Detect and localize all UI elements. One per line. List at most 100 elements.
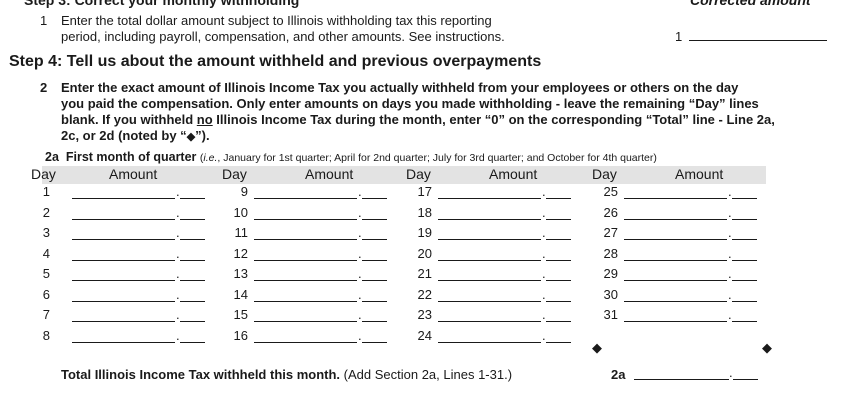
day-22-cents-field[interactable] (546, 300, 571, 302)
line2a-title: First month of quarter (65, 150, 197, 164)
day-21-cents-field[interactable] (546, 280, 571, 281)
total-amount-field[interactable] (634, 379, 729, 380)
day-3-cents-field[interactable] (180, 239, 205, 240)
day-26-label: 26 (603, 204, 618, 220)
day-24-decimal-point: . (542, 327, 546, 343)
day-29-cents-field[interactable] (732, 280, 757, 281)
day-16-amount-field[interactable] (254, 341, 357, 343)
day-17-cents-field[interactable] (546, 198, 571, 199)
day-18-amount-field[interactable] (438, 218, 541, 220)
col2-amount-header: Amount (305, 166, 354, 182)
day-8-cents-field[interactable] (180, 341, 205, 343)
day-31-amount-field[interactable] (624, 321, 727, 322)
day-12-label: 12 (233, 245, 248, 261)
day-5-cents-field[interactable] (180, 280, 205, 281)
day-29-amount-field[interactable] (624, 280, 727, 281)
day-31-cents-field[interactable] (732, 321, 757, 322)
day-21-amount-field[interactable] (438, 280, 541, 281)
day-5-amount-field[interactable] (72, 280, 175, 281)
day-3-label: 3 (42, 225, 50, 240)
day-24-cents-field[interactable] (546, 341, 571, 343)
day-15-decimal-point: . (358, 307, 362, 322)
day-1-amount-field[interactable] (72, 198, 175, 199)
day-28-amount-field[interactable] (624, 259, 727, 261)
line2a-heading: 2a First month of quarter (i.e., January… (45, 150, 657, 164)
day-15-cents-field[interactable] (362, 321, 387, 322)
day-11-amount-field[interactable] (254, 239, 357, 240)
day-15-label: 15 (233, 307, 248, 322)
line1-field-label: 1 (675, 29, 683, 44)
line2-text-3-pre: blank. If you withheld (61, 112, 197, 127)
day-27-cents-field[interactable] (732, 239, 757, 240)
col1-amount-header: Amount (109, 166, 158, 182)
day-6-amount-field[interactable] (72, 300, 175, 302)
day-26-amount-field[interactable] (624, 218, 727, 220)
day-13-cents-field[interactable] (362, 280, 387, 281)
line1-amount-field[interactable] (689, 40, 827, 41)
day-12-cents-field[interactable] (362, 259, 387, 261)
day-24-amount-field[interactable] (438, 341, 541, 343)
day-14-decimal-point: . (358, 286, 362, 302)
day-27-decimal-point: . (728, 225, 732, 240)
day-15-amount-field[interactable] (254, 321, 357, 322)
day-22-decimal-point: . (542, 286, 546, 302)
day-7-cents-field[interactable] (180, 321, 205, 322)
day-19-amount-field[interactable] (438, 239, 541, 240)
day-7-amount-field[interactable] (72, 321, 175, 322)
day-29-decimal-point: . (728, 266, 732, 281)
column-header-band (42, 166, 766, 184)
day-23-amount-field[interactable] (438, 321, 541, 322)
line2a-note: (i.e., January for 1st quarter; April fo… (200, 152, 657, 164)
day-11-cents-field[interactable] (362, 239, 387, 240)
day-16-decimal-point: . (358, 327, 362, 343)
day-9-amount-field[interactable] (254, 198, 357, 199)
day-25-decimal-point: . (728, 184, 732, 199)
day-2-cents-field[interactable] (180, 218, 205, 220)
day-23-cents-field[interactable] (546, 321, 571, 322)
day-1-cents-field[interactable] (180, 198, 205, 199)
day-27-amount-field[interactable] (624, 239, 727, 240)
day-30-decimal-point: . (728, 286, 732, 302)
day-20-cents-field[interactable] (546, 259, 571, 261)
day-30-amount-field[interactable] (624, 300, 727, 302)
day-13-decimal-point: . (358, 266, 362, 281)
col4-amount-header: Amount (675, 166, 724, 182)
day-22-amount-field[interactable] (438, 300, 541, 302)
step4-heading: Step 4: Tell us about the amount withhel… (9, 53, 542, 70)
day-9-cents-field[interactable] (362, 198, 387, 199)
day-18-cents-field[interactable] (546, 218, 571, 220)
day-4-amount-field[interactable] (72, 259, 175, 261)
day-30-cents-field[interactable] (732, 300, 757, 302)
day-31-decimal-point: . (728, 307, 732, 322)
day-29-label: 29 (603, 266, 618, 281)
day-12-amount-field[interactable] (254, 259, 357, 261)
day-16-cents-field[interactable] (362, 341, 387, 343)
total-cents-field[interactable] (733, 379, 758, 380)
day-18-label: 18 (417, 204, 432, 220)
day-13-amount-field[interactable] (254, 280, 357, 281)
day-20-amount-field[interactable] (438, 259, 541, 261)
day-14-amount-field[interactable] (254, 300, 357, 302)
day-20-decimal-point: . (542, 245, 546, 261)
day-3-amount-field[interactable] (72, 239, 175, 240)
day-10-amount-field[interactable] (254, 218, 357, 220)
day-28-cents-field[interactable] (732, 259, 757, 261)
day-21-label: 21 (417, 266, 432, 281)
day-14-cents-field[interactable] (362, 300, 387, 302)
day-6-cents-field[interactable] (180, 300, 205, 302)
day-1-decimal-point: . (176, 184, 180, 199)
total-decimal-point: . (729, 365, 733, 380)
day-26-cents-field[interactable] (732, 218, 757, 220)
day-5-decimal-point: . (176, 266, 180, 281)
day-2-amount-field[interactable] (72, 218, 175, 220)
day-8-amount-field[interactable] (72, 341, 175, 343)
line2-text-4-post: ”). (195, 128, 210, 143)
day-25-amount-field[interactable] (624, 198, 727, 199)
day-17-amount-field[interactable] (438, 198, 541, 199)
day-19-cents-field[interactable] (546, 239, 571, 240)
day-4-cents-field[interactable] (180, 259, 205, 261)
line1-text-1: Enter the total dollar amount subject to… (61, 13, 492, 28)
day-10-cents-field[interactable] (362, 218, 387, 220)
day-25-cents-field[interactable] (732, 198, 757, 199)
day-8-label: 8 (42, 327, 50, 343)
